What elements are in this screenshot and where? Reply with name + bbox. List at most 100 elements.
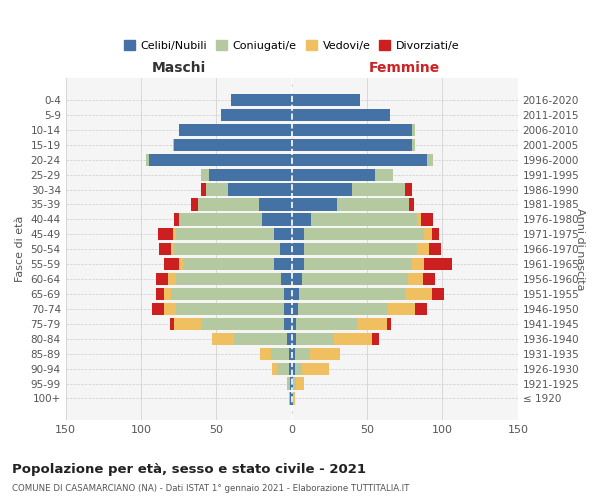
Bar — [229, 184, 292, 196]
Bar — [191, 198, 199, 210]
Bar — [164, 288, 171, 300]
Y-axis label: Fasce di età: Fasce di età — [15, 216, 25, 282]
Bar — [168, 273, 176, 285]
Bar — [296, 318, 356, 330]
Y-axis label: Anni di nascita: Anni di nascita — [575, 208, 585, 290]
Bar — [209, 168, 292, 180]
Bar — [296, 332, 334, 345]
Bar — [417, 243, 429, 256]
Bar — [289, 348, 292, 360]
Bar — [199, 198, 259, 210]
Bar — [310, 348, 340, 360]
Bar — [176, 228, 274, 240]
Bar — [292, 378, 293, 390]
Bar — [293, 378, 296, 390]
Bar — [408, 273, 423, 285]
Bar — [292, 362, 295, 375]
Bar — [429, 243, 441, 256]
Bar — [304, 228, 424, 240]
Bar — [292, 318, 296, 330]
Bar — [206, 184, 229, 196]
Bar — [292, 138, 412, 151]
Bar — [295, 362, 302, 375]
Bar — [149, 154, 292, 166]
Bar — [202, 184, 206, 196]
Bar — [202, 318, 284, 330]
Bar — [292, 243, 304, 256]
Bar — [159, 243, 171, 256]
Bar — [304, 258, 412, 270]
Bar — [311, 214, 417, 226]
Bar — [334, 332, 371, 345]
Bar — [374, 168, 393, 180]
Bar — [292, 288, 299, 300]
Bar — [274, 258, 292, 270]
Bar — [290, 392, 292, 404]
Bar — [287, 332, 292, 345]
Bar — [235, 332, 287, 345]
Bar — [304, 243, 417, 256]
Bar — [299, 288, 405, 300]
Bar — [302, 273, 408, 285]
Bar — [337, 198, 409, 210]
Bar — [292, 303, 298, 315]
Bar — [262, 214, 292, 226]
Bar — [280, 243, 292, 256]
Bar — [432, 228, 439, 240]
Bar — [156, 288, 164, 300]
Bar — [387, 318, 391, 330]
Bar — [298, 303, 388, 315]
Bar — [259, 198, 292, 210]
Text: Popolazione per età, sesso e stato civile - 2021: Popolazione per età, sesso e stato civil… — [12, 462, 366, 475]
Bar — [415, 303, 427, 315]
Bar — [173, 228, 176, 240]
Bar — [174, 243, 280, 256]
Bar — [293, 392, 295, 404]
Bar — [232, 94, 292, 106]
Bar — [152, 303, 164, 315]
Bar — [292, 348, 295, 360]
Bar — [371, 332, 379, 345]
Bar — [176, 303, 284, 315]
Bar — [271, 348, 289, 360]
Bar — [292, 258, 304, 270]
Bar — [412, 258, 424, 270]
Bar — [260, 348, 271, 360]
Bar — [405, 184, 412, 196]
Bar — [289, 392, 290, 404]
Bar — [421, 214, 433, 226]
Bar — [281, 273, 292, 285]
Bar — [292, 228, 304, 240]
Bar — [405, 288, 432, 300]
Bar — [272, 362, 277, 375]
Bar — [274, 228, 292, 240]
Bar — [412, 138, 415, 151]
Bar — [212, 332, 235, 345]
Bar — [174, 214, 179, 226]
Bar — [292, 184, 352, 196]
Bar — [277, 362, 289, 375]
Bar — [183, 258, 274, 270]
Text: Maschi: Maschi — [152, 61, 206, 75]
Bar — [388, 303, 415, 315]
Bar — [202, 168, 209, 180]
Bar — [352, 184, 405, 196]
Bar — [356, 318, 387, 330]
Bar — [417, 214, 421, 226]
Bar — [302, 362, 329, 375]
Bar — [289, 362, 292, 375]
Bar — [292, 214, 311, 226]
Bar — [174, 318, 202, 330]
Bar — [292, 392, 293, 404]
Bar — [292, 109, 390, 121]
Bar — [295, 348, 310, 360]
Bar — [179, 258, 183, 270]
Bar — [171, 243, 174, 256]
Bar — [412, 124, 415, 136]
Bar — [179, 214, 262, 226]
Bar — [292, 168, 374, 180]
Bar — [290, 378, 292, 390]
Text: Femmine: Femmine — [369, 61, 440, 75]
Bar — [292, 124, 412, 136]
Bar — [156, 273, 168, 285]
